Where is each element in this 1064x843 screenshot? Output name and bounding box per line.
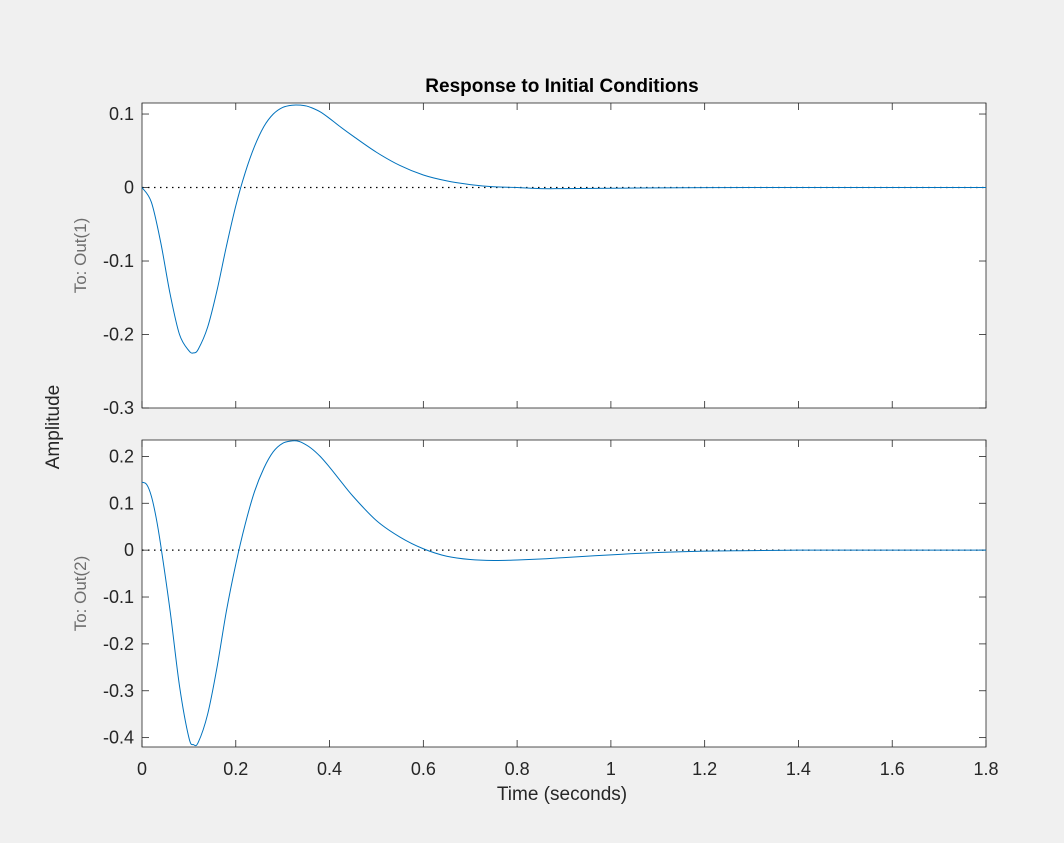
y-tick-label: 0 <box>124 178 134 198</box>
subplot-ylabel: To: Out(1) <box>71 218 90 294</box>
subplot-2: 0 0.2 0.4 0.6 0.8 1 1.2 1.4 1.6 1.8 -0.4 -0.3 -0.2 -0… <box>71 439 999 779</box>
subplot-1: -0.3 -0.2 -0.1 0 0.1 To: Out(1) <box>71 102 987 418</box>
x-tick-label: 1.8 <box>973 759 998 779</box>
y-tick-label: 0 <box>124 540 134 560</box>
y-tick-label: -0.4 <box>103 728 134 748</box>
plot-area <box>141 439 987 748</box>
y-tick-label: -0.1 <box>103 587 134 607</box>
y-tick-label: -0.2 <box>103 325 134 345</box>
x-axis-label: Time (seconds) <box>497 784 627 805</box>
plot-area <box>141 102 987 409</box>
chart-title: Response to Initial Conditions <box>425 76 698 97</box>
x-tick-label: 1.4 <box>786 759 811 779</box>
x-tick-label: 0.4 <box>317 759 342 779</box>
y-axis-label: Amplitude <box>43 385 64 470</box>
y-tick-label: 0.1 <box>109 493 134 513</box>
x-tick-label: 1.2 <box>692 759 717 779</box>
x-tick-label: 0.6 <box>411 759 436 779</box>
response-line <box>141 104 987 354</box>
y-tick-label: -0.1 <box>103 251 134 271</box>
y-tick-label: -0.2 <box>103 634 134 654</box>
y-tick-label: -0.3 <box>103 398 134 418</box>
response-line <box>141 440 986 747</box>
y-tick-label: 0.1 <box>109 104 134 124</box>
x-tick-label: 0 <box>137 759 147 779</box>
x-tick-label: 1 <box>606 759 616 779</box>
x-tick-label: 0.2 <box>223 759 248 779</box>
subplots-group: -0.3 -0.2 -0.1 0 0.1 To: Out(1) 0 0.2 0.4 0.6 0.8 1… <box>71 102 999 779</box>
x-tick-label: 0.8 <box>505 759 530 779</box>
subplot-ylabel: To: Out(2) <box>71 556 90 632</box>
y-tick-label: -0.3 <box>103 681 134 701</box>
y-tick-label: 0.2 <box>109 446 134 466</box>
x-tick-label: 1.6 <box>880 759 905 779</box>
